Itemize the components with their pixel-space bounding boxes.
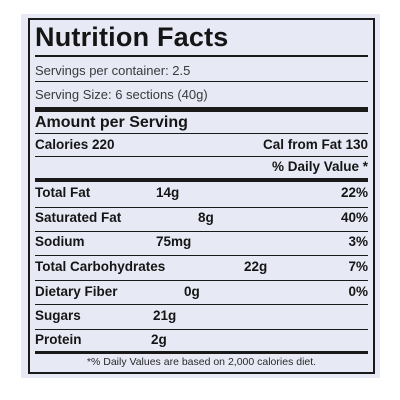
nutrient-row-sodium: Sodium 75mg 3%: [35, 234, 368, 254]
nutrient-amount: 22g: [244, 259, 268, 274]
nutrient-amount: 2g: [151, 332, 167, 347]
thick-rule-bottom: [35, 351, 368, 354]
servings-per-container: Servings per container: 2.5: [35, 63, 191, 78]
nutrient-name: Saturated Fat: [35, 210, 122, 225]
thick-rule-middle: [35, 178, 368, 182]
nutrient-name: Total Carbohydrates: [35, 259, 166, 274]
nutrient-amount: 0g: [184, 284, 200, 299]
calories: Calories 220: [35, 137, 115, 152]
nutrient-row-saturated-fat: Saturated Fat 8g 40%: [35, 210, 368, 230]
label-title: Nutrition Facts: [35, 22, 229, 52]
nutrient-daily-value: 40%: [340, 210, 368, 225]
daily-value-footnote: *% Daily Values are based on 2,000 calor…: [86, 356, 317, 368]
nutrient-amount: 8g: [198, 210, 214, 225]
nutrient-amount: 21g: [153, 308, 177, 323]
nutrient-name: Sodium: [35, 234, 85, 249]
nutrient-name: Protein: [35, 332, 82, 347]
nutrient-row-sugars: Sugars 21g: [35, 308, 368, 328]
nutrient-row-dietary-fiber: Dietary Fiber 0g 0%: [35, 284, 368, 304]
amount-per-serving-heading: Amount per Serving: [35, 114, 188, 131]
nutrient-amount: 14g: [156, 185, 180, 200]
nutrient-daily-value: 0%: [348, 284, 368, 299]
nutrient-amount: 75mg: [156, 234, 192, 249]
nutrition-facts-label: Nutrition Facts Servings per container: …: [28, 18, 375, 374]
nutrient-daily-value: 3%: [348, 234, 368, 249]
thick-rule-top: [35, 107, 368, 112]
nutrient-name: Sugars: [35, 308, 81, 323]
nutrient-row-total-carbohydrates: Total Carbohydrates 22g 7%: [35, 259, 368, 279]
serving-size: Serving Size: 6 sections (40g): [35, 87, 208, 102]
title-rule: [35, 55, 368, 57]
nutrient-rule: [35, 231, 368, 232]
calories-from-fat: Cal from Fat 130: [262, 137, 368, 152]
servings-rule: [35, 81, 368, 82]
nutrient-daily-value: 22%: [340, 185, 368, 200]
nutrient-daily-value: 7%: [348, 259, 368, 274]
label-background: [21, 14, 380, 378]
nutrient-name: Total Fat: [35, 185, 91, 200]
nutrient-row-total-fat: Total Fat 14g 22%: [35, 185, 368, 205]
nutrient-rule: [35, 304, 368, 305]
nutrient-rule: [35, 207, 368, 208]
nutrient-row-protein: Protein 2g: [35, 332, 368, 352]
nutrient-name: Dietary Fiber: [35, 284, 118, 299]
nutrient-rule: [35, 329, 368, 330]
daily-value-header: % Daily Value *: [271, 159, 368, 174]
calories-rule: [35, 156, 368, 157]
nutrient-rule: [35, 280, 368, 281]
nutrient-rule: [35, 255, 368, 256]
amount-rule: [35, 133, 368, 134]
